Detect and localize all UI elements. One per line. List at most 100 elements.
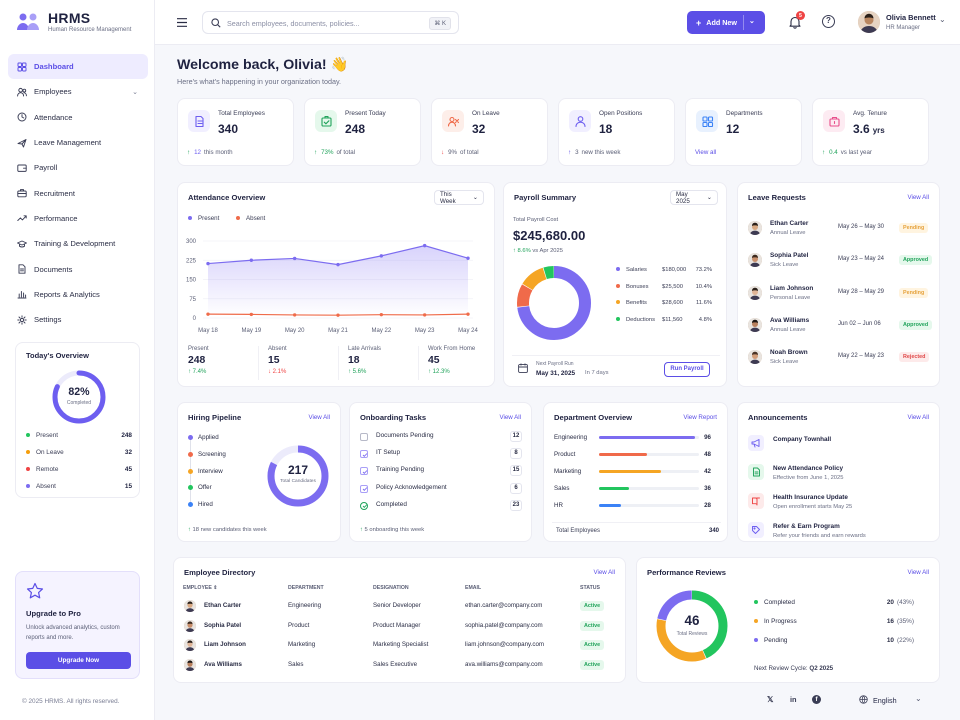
data-point-absent[interactable] [466, 312, 470, 316]
onboarding-task-row[interactable]: Training Pending 15 [360, 465, 522, 479]
department-row-sales[interactable]: Sales 36 [554, 485, 711, 497]
leave-request-row[interactable]: Sophia Patel Sick Leave May 23 – May 24 App… [748, 252, 933, 276]
chevron-down-icon[interactable]: ⌄ [915, 694, 922, 703]
hamburger-menu-icon[interactable] [177, 18, 187, 27]
table-row[interactable]: Ethan Carter Engineering Senior Developer e… [184, 599, 609, 615]
leave-request-row[interactable]: Liam Johnson Personal Leave May 28 – May 2… [748, 285, 929, 309]
data-point-present[interactable] [422, 243, 427, 248]
leave-request-row[interactable]: Ethan Carter Annual Leave May 26 – May 30 P… [748, 220, 929, 244]
department-row-engineering[interactable]: Engineering 96 [554, 434, 711, 446]
announcements-view-all-link[interactable]: View All [907, 414, 929, 421]
sidebar-item-attendance[interactable]: Attendance [8, 105, 148, 130]
sidebar-item-dashboard[interactable]: Dashboard [8, 54, 148, 80]
pipeline-stage-offer[interactable]: Offer [198, 484, 212, 492]
pipeline-stage-hired[interactable]: Hired [198, 501, 213, 509]
onboarding-task-row[interactable]: Policy Acknowledgement 6 [360, 482, 522, 497]
donut-slice-salaries[interactable] [517, 266, 591, 340]
checkbox[interactable] [360, 450, 368, 459]
sidebar-item-settings[interactable]: Settings [8, 307, 148, 332]
data-point-absent[interactable] [422, 313, 427, 317]
search-bar[interactable]: Search employees, documents, policies...… [202, 11, 459, 34]
reviews-view-all-link[interactable]: View All [907, 569, 929, 576]
checkbox[interactable] [360, 484, 368, 493]
payroll-month-select[interactable]: May 2025 ⌄ [670, 190, 718, 205]
sidebar-item-performance[interactable]: Performance [8, 206, 148, 231]
facebook-icon[interactable]: f [812, 695, 821, 704]
table-row[interactable]: Liam Johnson Marketing Marketing Specialis… [184, 638, 609, 654]
data-point-absent[interactable] [249, 312, 254, 317]
employee-email[interactable]: ethan.carter@company.com [465, 602, 543, 609]
onboarding-task-row[interactable]: Documents Pending 12 [360, 431, 522, 445]
sidebar-item-leave-management[interactable]: Leave Management [8, 130, 148, 155]
announcement-item[interactable]: New Attendance Policy Effective from June… [748, 464, 928, 490]
chevron-down-icon[interactable]: ⌄ [749, 18, 755, 25]
data-point-present[interactable] [466, 256, 470, 260]
check-circle-icon[interactable] [360, 501, 368, 510]
stat-card-avg-tenure[interactable]: Avg. Tenure 3.6 yrs ↑ 0.4 vs last year [812, 98, 929, 166]
onboarding-view-all-link[interactable]: View All [499, 414, 521, 421]
help-icon[interactable]: ? [822, 15, 835, 28]
run-payroll-button[interactable]: Run Payroll [664, 362, 710, 377]
sidebar-item-payroll[interactable]: Payroll [8, 155, 148, 180]
pipeline-stage-interview[interactable]: Interview [198, 467, 223, 475]
twitter-icon[interactable]: 𝕏 [767, 695, 774, 704]
leave-request-row[interactable]: Ava Williams Annual Leave Jun 02 – Jun 06 A… [748, 317, 933, 341]
search-input[interactable]: Search employees, documents, policies... [227, 19, 360, 28]
data-point-absent[interactable] [336, 313, 340, 317]
data-point-absent[interactable] [292, 313, 297, 317]
employee-email[interactable]: liam.johnson@company.com [465, 641, 545, 648]
sidebar-item-employees[interactable]: Employees ⌄ [8, 79, 148, 104]
chevron-down-icon[interactable]: ⌄ [132, 88, 138, 96]
department-row-product[interactable]: Product 48 [554, 451, 711, 463]
linkedin-icon[interactable]: in [790, 695, 797, 704]
language-select[interactable]: English [873, 696, 897, 705]
sidebar-item-reports-analytics[interactable]: Reports & Analytics [8, 282, 148, 307]
sidebar-item-documents[interactable]: Documents [8, 256, 148, 281]
sidebar-item-recruitment[interactable]: Recruitment [8, 180, 148, 205]
attendance-range-select[interactable]: This Week ⌄ [434, 190, 484, 205]
announcement-item[interactable]: Company Townhall [748, 435, 928, 461]
directory-view-all-link[interactable]: View All [593, 569, 615, 576]
view-report-link[interactable]: View Report [683, 414, 717, 421]
stat-card-open-positions[interactable]: Open Positions 18 ↑ 3 new this week [558, 98, 675, 166]
employee-email[interactable]: ava.williams@company.com [465, 660, 543, 668]
table-row[interactable]: Ava Williams Sales Sales Executive ava.will… [184, 658, 609, 674]
data-point-present[interactable] [292, 256, 297, 261]
column-header[interactable]: EMPLOYEE ⇕ [183, 585, 218, 591]
pipeline-stage-applied[interactable]: Applied [198, 434, 219, 441]
add-new-button[interactable]: + Add New ⌄ [687, 11, 765, 34]
data-point-absent[interactable] [379, 312, 384, 317]
chevron-down-icon[interactable]: ⌄ [939, 15, 946, 24]
stat-card-present-today[interactable]: Present Today 248 ↑ 73% of total [304, 98, 421, 166]
data-point-present[interactable] [379, 254, 384, 258]
checkbox[interactable] [360, 433, 368, 441]
announcement-item[interactable]: Refer & Earn Program Refer your friends a… [748, 522, 928, 548]
table-row[interactable]: Sophia Patel Product Product Manager sophia… [184, 619, 609, 635]
hiring-view-all-link[interactable]: View All [308, 414, 330, 421]
app-logo[interactable]: HRMS Human Resource Management [16, 10, 131, 33]
upgrade-now-button[interactable]: Upgrade Now [26, 652, 131, 669]
department-row-hr[interactable]: HR 28 [554, 502, 711, 514]
stat-note[interactable]: View all [695, 149, 716, 156]
donut-slice-in-progress[interactable] [656, 590, 728, 662]
onboarding-task-row[interactable]: IT Setup 8 [360, 448, 522, 462]
checkbox[interactable] [360, 467, 368, 476]
stat-card-on-leave[interactable]: On Leave 32 ↓ 9% of total [431, 98, 548, 166]
donut-slice-completed[interactable] [656, 590, 728, 662]
pipeline-stage-screening[interactable]: Screening [198, 450, 226, 458]
donut-slice-bonuses[interactable] [517, 266, 591, 340]
data-point-present[interactable] [206, 261, 210, 266]
data-point-present[interactable] [336, 262, 340, 267]
leave-view-all-link[interactable]: View All [907, 194, 929, 201]
user-name[interactable]: Olivia Bennett [886, 13, 936, 22]
sidebar-item-training-development[interactable]: Training & Development [8, 231, 148, 256]
department-row-marketing[interactable]: Marketing 42 [554, 468, 711, 480]
stat-card-departments[interactable]: Departments 12 View all [685, 98, 802, 166]
avatar[interactable] [858, 11, 880, 33]
onboarding-task-row[interactable]: Completed 23 [360, 499, 522, 514]
announcement-item[interactable]: Health Insurance Update Open enrollment s… [748, 493, 928, 519]
stat-card-total-employees[interactable]: Total Employees 340 ↑ 12 this month [177, 98, 294, 166]
leave-request-row[interactable]: Noah Brown Sick Leave May 22 – May 23 Rejec… [748, 349, 930, 373]
data-point-absent[interactable] [206, 312, 210, 316]
employee-email[interactable]: sophia.patel@company.com [465, 621, 543, 629]
